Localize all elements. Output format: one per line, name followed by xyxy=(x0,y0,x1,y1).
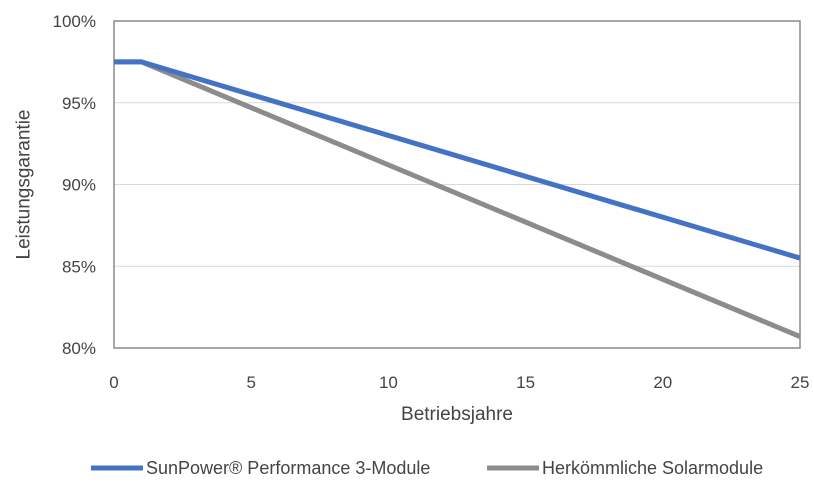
plot-area xyxy=(113,20,801,349)
y-axis-ticks: 80% 85% 90% 95% 100% xyxy=(53,12,96,358)
legend-label: Herkömmliche Solarmodule xyxy=(542,458,763,478)
x-axis-ticks: 0 5 10 15 20 25 xyxy=(109,373,809,392)
x-tick-label: 0 xyxy=(109,373,118,392)
y-tick-label: 85% xyxy=(62,257,96,276)
y-tick-label: 100% xyxy=(53,12,96,31)
x-tick-label: 10 xyxy=(379,373,398,392)
legend-label: SunPower® Performance 3-Module xyxy=(146,458,430,478)
legend: SunPower® Performance 3-Module Herkömmlic… xyxy=(91,458,763,478)
series-lines xyxy=(114,59,801,339)
gridlines xyxy=(114,102,800,267)
x-tick-label: 5 xyxy=(246,373,255,392)
y-tick-label: 95% xyxy=(62,94,96,113)
series-line-1 xyxy=(114,59,801,261)
y-tick-label: 90% xyxy=(62,176,96,195)
x-axis-title: Betriebsjahre xyxy=(401,404,513,425)
x-tick-label: 20 xyxy=(653,373,672,392)
y-tick-label: 80% xyxy=(62,339,96,358)
x-tick-label: 15 xyxy=(516,373,535,392)
x-tick-label: 25 xyxy=(791,373,810,392)
y-axis-title: Leistungsgarantie xyxy=(14,110,35,260)
